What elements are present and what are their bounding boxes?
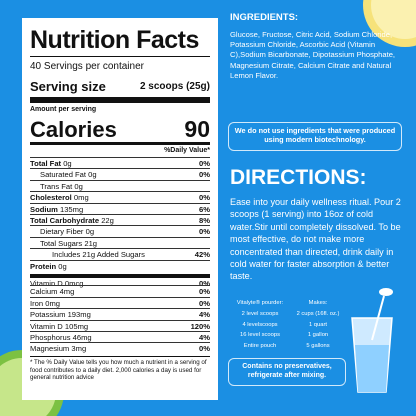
nutrient-label: Protein <box>30 261 57 271</box>
nutrient-label: Trans Fat <box>40 181 73 191</box>
nutrient-amount: 22g <box>101 216 114 225</box>
daily-value: 4% <box>199 310 210 320</box>
rule <box>30 97 210 103</box>
nutrient-label: Iron <box>30 298 44 308</box>
table-cell: 4 levelscoops <box>242 321 278 328</box>
nutrient-label: Vitamin D <box>30 279 63 288</box>
nutrient-label: Total Sugars <box>40 238 83 248</box>
storage-note: Contains no preservatives, refrigerate a… <box>228 358 346 386</box>
nutrition-panel: Nutrition Facts 40 Servings per containe… <box>22 18 218 400</box>
nutrient-amount: 0mg <box>45 298 60 308</box>
nutrient-row: Sodium 135mg 6% <box>30 202 210 215</box>
serving-size-value: 2 scoops (25g) <box>139 81 210 92</box>
nutrient-row: Total Carbohydrate 22g 8% <box>30 214 210 226</box>
nutrient-amount: 0g <box>85 227 95 237</box>
nutrient-label: Sodium <box>30 204 58 214</box>
nutrient-amount: 0g <box>63 159 72 168</box>
scoop-handle <box>371 295 385 341</box>
water <box>355 345 389 392</box>
daily-value: 8% <box>199 216 210 225</box>
nutrient-amount: 46mg <box>72 333 92 342</box>
nutrient-row: Protein 0g <box>30 259 210 272</box>
calories-value: 90 <box>184 116 210 142</box>
nutrient-row: Total Fat 0g 0% <box>30 157 210 169</box>
table-header: Makes: <box>308 300 328 306</box>
servings: 40 Servings per container <box>30 61 144 72</box>
nutrient-amount: 0g <box>88 170 97 180</box>
nutrient-amount: 21g <box>84 238 98 248</box>
nutrient-amount: 0g <box>74 181 83 191</box>
biotech-note: We do not use ingredients that were prod… <box>228 122 402 151</box>
daily-value-header: %Daily Value* <box>164 147 210 154</box>
directions-text: Ease into your daily wellness ritual. Po… <box>230 197 401 282</box>
nutrient-row: Cholesterol 0mg 0% <box>30 191 210 203</box>
footnote: * The % Daily Value tells you how much a… <box>30 359 207 382</box>
table-cell: 16 level scoops <box>240 332 280 338</box>
nutrient-label: Phosphorus <box>30 333 71 342</box>
daily-value: 0% <box>199 287 210 297</box>
nutrient-row: Saturated Fat 0g 0% <box>30 168 210 180</box>
nutrient-label: Magnesium <box>30 344 70 354</box>
nutrient-amount: 3mg <box>71 344 87 354</box>
nutrient-amount: 193mg <box>67 310 91 320</box>
amount-per-serving: Amount per serving <box>30 106 97 113</box>
nutrient-amount: 4mg <box>59 287 75 297</box>
table-cell: 1 quart <box>308 321 328 328</box>
ingredients-text: Glucose, Fructose, Citric Acid, Sodium C… <box>230 30 396 80</box>
rule <box>30 56 210 57</box>
lemon-flesh <box>371 0 416 39</box>
calories-label: Calories <box>30 117 117 142</box>
nutrient-amount: 0mcg <box>64 279 84 288</box>
nutrient-label: Calcium <box>30 287 58 297</box>
nutrient-label: Total Carbohydrate <box>30 216 100 225</box>
nutrient-row: Vitamin D 105mg 120% <box>30 319 210 332</box>
nutrient-row: Potassium 193mg 4% <box>30 308 210 320</box>
nutrient-amount: 105mg <box>64 321 89 331</box>
daily-value: 6% <box>199 204 210 214</box>
daily-value: 0% <box>199 279 210 288</box>
rule <box>30 142 210 145</box>
daily-value: 0% <box>199 193 210 203</box>
daily-value: 0% <box>199 170 210 180</box>
table-cell: 1 gallon <box>307 332 329 338</box>
nutrient-row: Vitamin D 0mcg 0% <box>30 274 210 289</box>
daily-value: 0% <box>199 159 210 168</box>
nutrient-label: Saturated Fat <box>40 170 87 180</box>
nutrient-row: Magnesium 3mg 0% <box>30 342 210 354</box>
nutrient-label: Includes 21g Added Sugars <box>52 250 145 260</box>
nutrient-label: Potassium <box>30 310 66 320</box>
nutrient-amount: 0g <box>58 261 67 271</box>
table-cell: 5 gallons <box>306 342 330 349</box>
daily-value: 0% <box>199 344 210 354</box>
table-header: Vitalyte® pourder: <box>236 300 284 306</box>
nutrient-label: Vitamin D <box>30 321 63 331</box>
daily-value: 4% <box>199 333 210 342</box>
serving-size-label: Serving size <box>30 79 106 94</box>
nutrient-row: Trans Fat 0g <box>30 179 210 192</box>
directions-heading: DIRECTIONS: <box>230 166 367 189</box>
nutrient-amount: 135mg <box>59 204 84 214</box>
daily-value: 42% <box>194 250 210 260</box>
ingredients-heading: INGREDIENTS: <box>230 12 299 23</box>
daily-value: 0% <box>199 227 210 237</box>
scoop <box>379 288 393 296</box>
table-cell: 2 level scoops <box>241 311 279 317</box>
nutrition-title: Nutrition Facts <box>30 26 199 54</box>
daily-value: 120% <box>190 321 210 331</box>
nutrient-row: Total Sugars 21g <box>30 236 210 249</box>
nutrient-row: Phosphorus 46mg 4% <box>30 331 210 343</box>
nutrient-row: Includes 21g Added Sugars 42% <box>30 248 210 260</box>
daily-value: 0% <box>199 298 210 308</box>
nutrient-label: Total Fat <box>30 159 62 168</box>
nutrient-label: Cholesterol <box>30 193 72 203</box>
nutrient-row: Dietary Fiber 0g 0% <box>30 225 210 237</box>
nutrient-label: Dietary Fiber <box>40 227 84 237</box>
table-cell: 2 cups (16fl. oz.) <box>296 311 340 317</box>
nutrient-amount: 0mg <box>73 193 89 203</box>
table-cell: Entire pouch <box>243 342 277 349</box>
rule <box>30 356 210 357</box>
nutrient-row: Iron 0mg 0% <box>30 296 210 309</box>
nutrient-row: Calcium 4mg 0% <box>30 285 210 297</box>
